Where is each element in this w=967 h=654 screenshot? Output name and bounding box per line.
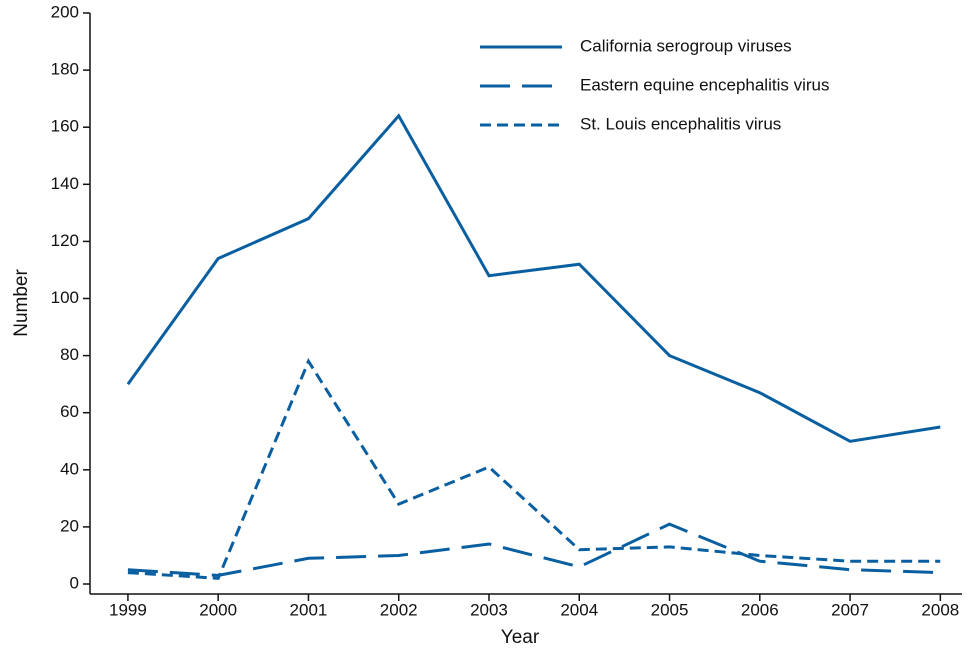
x-axis-title: Year [501,627,540,648]
x-tick-label: 2007 [831,600,869,619]
y-tick-label: 0 [70,573,79,592]
y-tick-label: 160 [51,117,79,136]
line-series [126,113,941,443]
x-tick-label: 2003 [470,600,508,619]
legend-label: Eastern equine encephalitis virus [580,75,829,94]
y-tick-label: 120 [51,231,79,250]
line-series [127,522,941,577]
x-tick-label: 2001 [290,600,328,619]
x-tick-label: 2002 [380,600,418,619]
y-tick-label: 40 [60,459,79,478]
y-tick-label: 200 [51,2,79,21]
x-tick-label: 2005 [651,600,689,619]
x-tick-label: 2006 [741,600,779,619]
y-tick-label: 20 [60,516,79,535]
legend-label: St. Louis encephalitis virus [580,114,781,133]
line-series [127,358,941,580]
x-tick-label: 2004 [560,600,598,619]
y-tick-label: 180 [51,60,79,79]
x-tick-label: 2000 [199,600,237,619]
x-tick-label: 2008 [921,600,959,619]
legend-label: California serogroup viruses [580,36,792,55]
y-tick-label: 100 [51,288,79,307]
y-tick-label: 140 [51,174,79,193]
x-tick-label: 1999 [109,600,147,619]
y-tick-label: 80 [60,345,79,364]
y-axis-title: Number [11,269,32,337]
y-tick-label: 60 [60,402,79,421]
